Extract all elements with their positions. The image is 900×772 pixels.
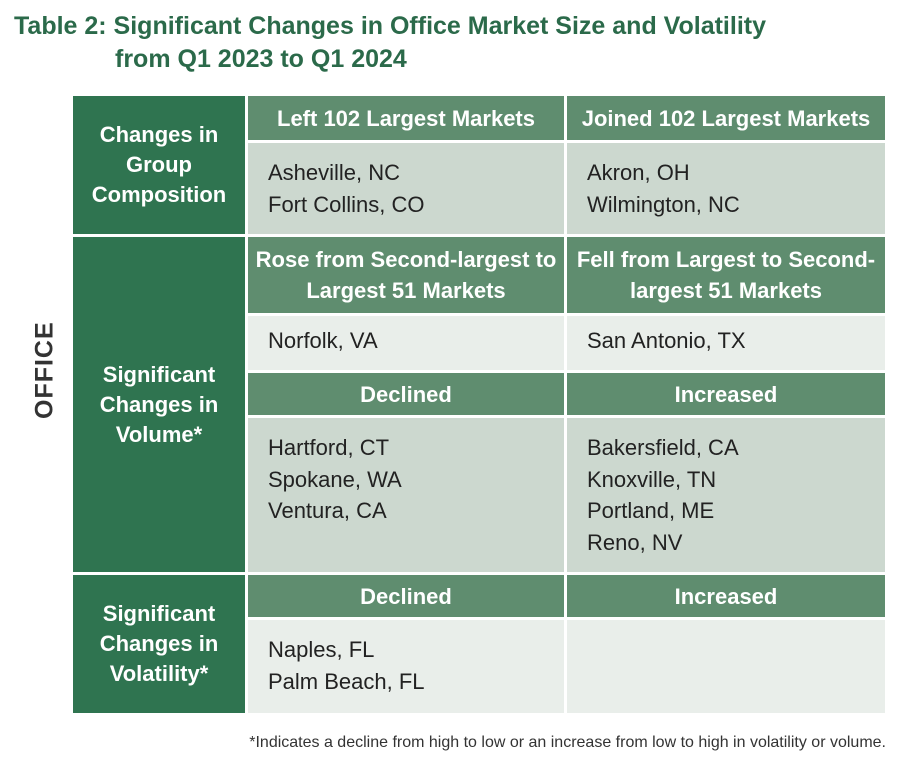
volatility-declined-cell: Naples, FL Palm Beach, FL <box>248 620 564 713</box>
market-item: Bakersfield, CA <box>587 435 739 460</box>
market-item: San Antonio, TX <box>587 328 746 353</box>
header-volatility-increased: Increased <box>567 575 885 617</box>
composition-left-list: Asheville, NC Fort Collins, CO <box>248 143 564 220</box>
row-label-volume: Significant Changes in Volume* <box>73 237 245 572</box>
rank-right-cell: San Antonio, TX <box>567 316 885 370</box>
composition-right-cell: Akron, OH Wilmington, NC <box>567 143 885 234</box>
row-label-volatility: Significant Changes in Volatility* <box>73 575 245 713</box>
composition-right-list: Akron, OH Wilmington, NC <box>567 143 885 220</box>
header-volume-increased: Increased <box>567 373 885 415</box>
header-left-largest: Left 102 Largest Markets <box>248 96 564 140</box>
market-item: Naples, FL <box>268 637 375 662</box>
volume-declined-cell: Hartford, CT Spokane, WA Ventura, CA <box>248 418 564 572</box>
office-side-label: OFFICE <box>30 321 59 419</box>
rank-left-cell: Norfolk, VA <box>248 316 564 370</box>
volume-increased-list: Bakersfield, CA Knoxville, TN Portland, ME… <box>567 418 885 558</box>
volatility-increased-list <box>567 620 885 634</box>
market-item: Akron, OH <box>587 160 690 185</box>
header-rose-to-largest: Rose from Second-largest to Largest 51 M… <box>248 237 564 313</box>
market-item: Spokane, WA <box>268 466 402 492</box>
volatility-declined-list: Naples, FL Palm Beach, FL <box>248 620 564 697</box>
market-item: Reno, NV <box>587 529 683 555</box>
volume-declined-list: Hartford, CT Spokane, WA Ventura, CA <box>248 418 564 527</box>
header-joined-largest: Joined 102 Largest Markets <box>567 96 885 140</box>
title-line-2: from Q1 2023 to Q1 2024 <box>115 45 407 73</box>
composition-left-cell: Asheville, NC Fort Collins, CO <box>248 143 564 234</box>
volatility-increased-cell <box>567 620 885 713</box>
header-volume-declined: Declined <box>248 373 564 415</box>
volume-increased-cell: Bakersfield, CA Knoxville, TN Portland, ME… <box>567 418 885 572</box>
market-item: Portland, ME <box>587 498 715 523</box>
market-item: Norfolk, VA <box>268 328 378 353</box>
header-fell-from-largest: Fell from Largest to Second-largest 51 M… <box>567 237 885 313</box>
footnote: *Indicates a decline from high to low or… <box>249 734 886 751</box>
market-item: Wilmington, NC <box>587 191 740 217</box>
market-item: Palm Beach, FL <box>268 668 425 694</box>
table-title: Table 2: Significant Changes in Office M… <box>14 10 766 76</box>
market-item: Ventura, CA <box>268 498 387 523</box>
rank-left-list: Norfolk, VA <box>248 316 564 357</box>
title-line-1: Table 2: Significant Changes in Office M… <box>14 12 767 40</box>
header-volatility-declined: Declined <box>248 575 564 617</box>
market-changes-table: Changes in Group Composition Left 102 La… <box>73 96 885 713</box>
market-item: Asheville, NC <box>268 160 401 185</box>
market-item: Hartford, CT <box>268 435 390 460</box>
market-item: Knoxville, TN <box>587 466 717 492</box>
row-label-composition: Changes in Group Composition <box>73 96 245 234</box>
market-item: Fort Collins, CO <box>268 191 425 217</box>
rank-right-list: San Antonio, TX <box>567 316 885 357</box>
